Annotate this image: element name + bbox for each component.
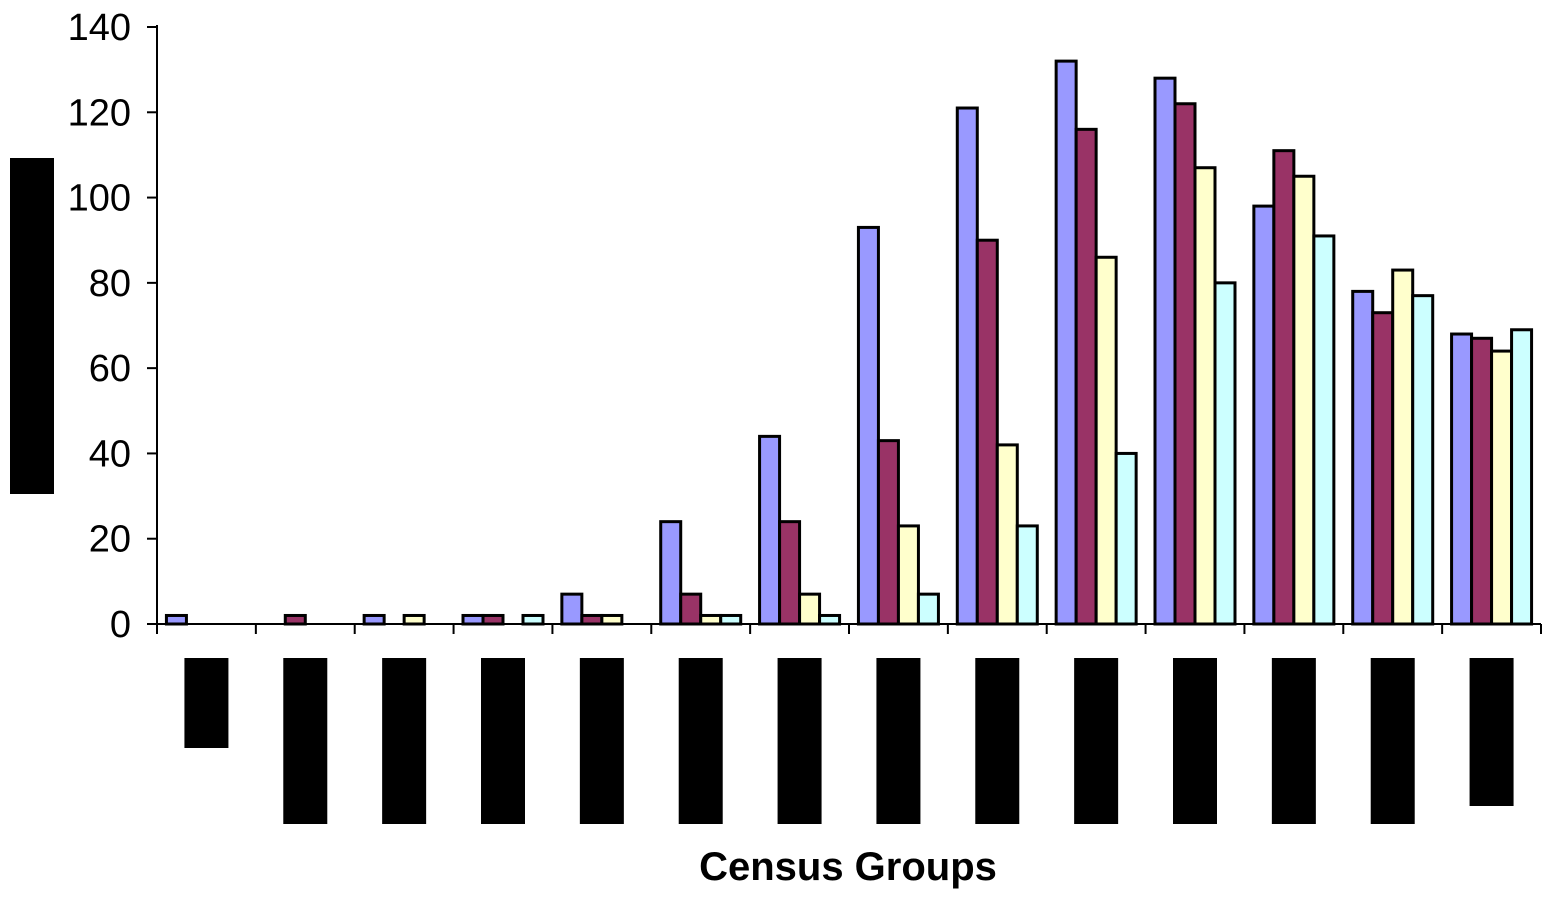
x-category-label-redacted	[975, 658, 1020, 824]
x-category-label-redacted	[1370, 658, 1415, 824]
bar	[955, 106, 979, 626]
bars-layer	[164, 59, 1534, 626]
x-category-labels-redacted	[184, 658, 1514, 824]
bar	[876, 439, 900, 626]
y-tick-label: 80	[89, 263, 131, 305]
bar	[679, 592, 703, 626]
bar	[1292, 174, 1316, 626]
x-category-label-redacted	[1469, 658, 1514, 806]
y-tick-label: 20	[89, 519, 131, 561]
x-axis-title: Census Groups	[699, 845, 997, 889]
bar	[1153, 76, 1177, 626]
bar	[1193, 166, 1217, 626]
bar	[362, 613, 386, 626]
bar	[659, 520, 683, 626]
bar	[1094, 255, 1118, 626]
bar	[916, 592, 940, 626]
y-tick-label: 120	[68, 92, 131, 134]
bar	[1173, 102, 1197, 626]
x-category-label-redacted	[283, 658, 328, 824]
x-category-label-redacted	[579, 658, 624, 824]
bar	[1252, 204, 1276, 626]
bar	[1272, 149, 1296, 626]
bar	[1470, 336, 1494, 626]
bar	[1510, 328, 1534, 626]
bar	[1371, 311, 1395, 626]
bar	[798, 592, 822, 626]
x-category-label-redacted	[382, 658, 427, 824]
bar	[402, 613, 426, 626]
bar	[975, 238, 999, 626]
x-category-label-redacted	[184, 658, 229, 748]
bar	[818, 613, 842, 626]
bar	[560, 592, 584, 626]
bar	[1391, 268, 1415, 626]
bar	[758, 434, 782, 626]
y-tick-label: 100	[68, 178, 131, 220]
bar	[283, 613, 307, 626]
bar	[995, 443, 1019, 626]
bar	[1312, 234, 1336, 626]
bar	[1351, 289, 1375, 626]
y-axis-title-redacted	[10, 158, 54, 494]
axes-layer: 0 20 40 60 80 100 120 140	[68, 7, 1542, 646]
x-category-label-redacted	[876, 658, 921, 824]
bar	[719, 613, 743, 626]
bar	[1074, 127, 1098, 626]
bar	[1015, 524, 1039, 626]
y-tick-label: 0	[110, 604, 131, 646]
bar	[856, 225, 880, 626]
x-category-label-redacted	[678, 658, 723, 824]
bar	[778, 520, 802, 626]
y-tick-label: 40	[89, 433, 131, 475]
y-tick-label: 140	[68, 7, 131, 49]
bar	[896, 524, 920, 626]
bar	[481, 613, 505, 626]
bar	[521, 613, 545, 626]
x-category-label-redacted	[1173, 658, 1217, 824]
y-tick-label: 60	[89, 348, 131, 390]
x-category-label-redacted	[777, 658, 822, 824]
bar	[461, 613, 485, 626]
x-category-label-redacted	[1074, 658, 1119, 824]
bar	[580, 613, 604, 626]
bar	[1054, 59, 1078, 626]
bar	[1213, 281, 1237, 626]
bar	[1490, 349, 1514, 626]
bar	[699, 613, 723, 626]
x-category-label-redacted	[481, 658, 525, 824]
bar	[1411, 294, 1435, 626]
bar	[600, 613, 624, 626]
bar	[1114, 451, 1138, 626]
bar	[164, 613, 188, 626]
bar	[1450, 332, 1474, 626]
x-category-label-redacted	[1271, 658, 1316, 824]
